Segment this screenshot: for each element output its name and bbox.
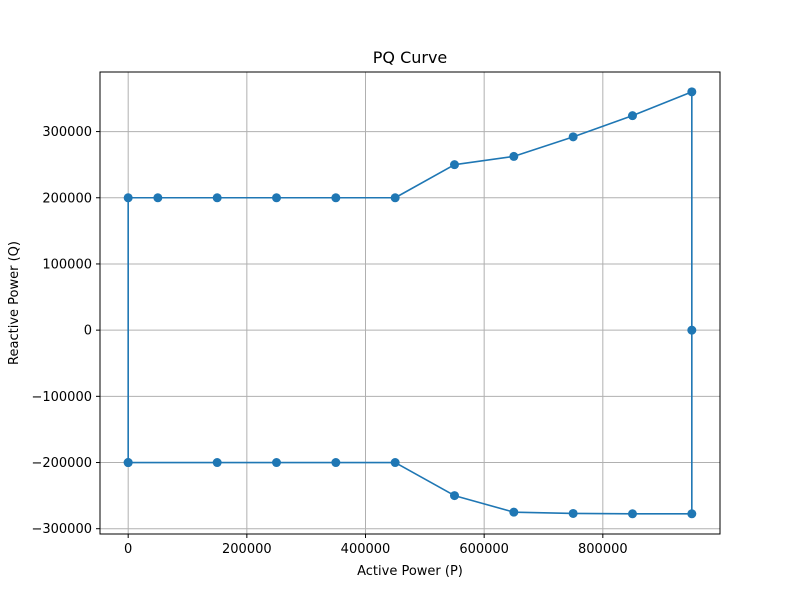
series-layer xyxy=(123,87,697,519)
y-tick-label: −300000 xyxy=(31,522,92,537)
data-point xyxy=(331,458,341,468)
y-tick-label: −200000 xyxy=(31,456,92,471)
x-tick-label: 0 xyxy=(124,542,132,557)
data-point xyxy=(627,111,637,121)
y-tick-label: −100000 xyxy=(31,390,92,405)
data-point xyxy=(272,193,282,203)
y-tick-label: 100000 xyxy=(42,257,92,272)
data-point xyxy=(390,458,400,468)
y-tick-label: 0 xyxy=(84,324,92,339)
data-point xyxy=(568,132,578,142)
data-point xyxy=(390,193,400,203)
y-tick-label: 300000 xyxy=(42,125,92,140)
x-axis-ticks: 0 200000 400000 600000 800000 xyxy=(124,534,628,557)
chart-title: PQ Curve xyxy=(373,48,448,67)
data-point xyxy=(687,509,697,519)
data-point xyxy=(212,458,222,468)
data-point xyxy=(568,508,578,518)
x-axis-label: Active Power (P) xyxy=(357,564,463,579)
data-point xyxy=(272,458,282,468)
data-point xyxy=(627,509,637,519)
plot-frame xyxy=(99,71,721,535)
data-point xyxy=(509,507,519,517)
x-tick-label: 800000 xyxy=(578,542,628,557)
x-tick-label: 400000 xyxy=(341,542,391,557)
x-tick-label: 600000 xyxy=(459,542,509,557)
y-axis-label: Reactive Power (Q) xyxy=(7,241,22,365)
x-tick-label: 200000 xyxy=(222,542,272,557)
data-point xyxy=(123,458,133,468)
data-point xyxy=(331,193,341,203)
data-point xyxy=(509,151,519,161)
data-point xyxy=(153,193,163,203)
data-point xyxy=(449,160,459,170)
data-point xyxy=(687,87,697,97)
data-point xyxy=(449,491,459,501)
data-point xyxy=(212,193,222,203)
data-point xyxy=(687,325,697,335)
data-point xyxy=(123,193,133,203)
y-axis-ticks: −300000 −200000 −100000 0 100000 200000 300000 xyxy=(31,125,100,537)
y-tick-label: 200000 xyxy=(42,191,92,206)
